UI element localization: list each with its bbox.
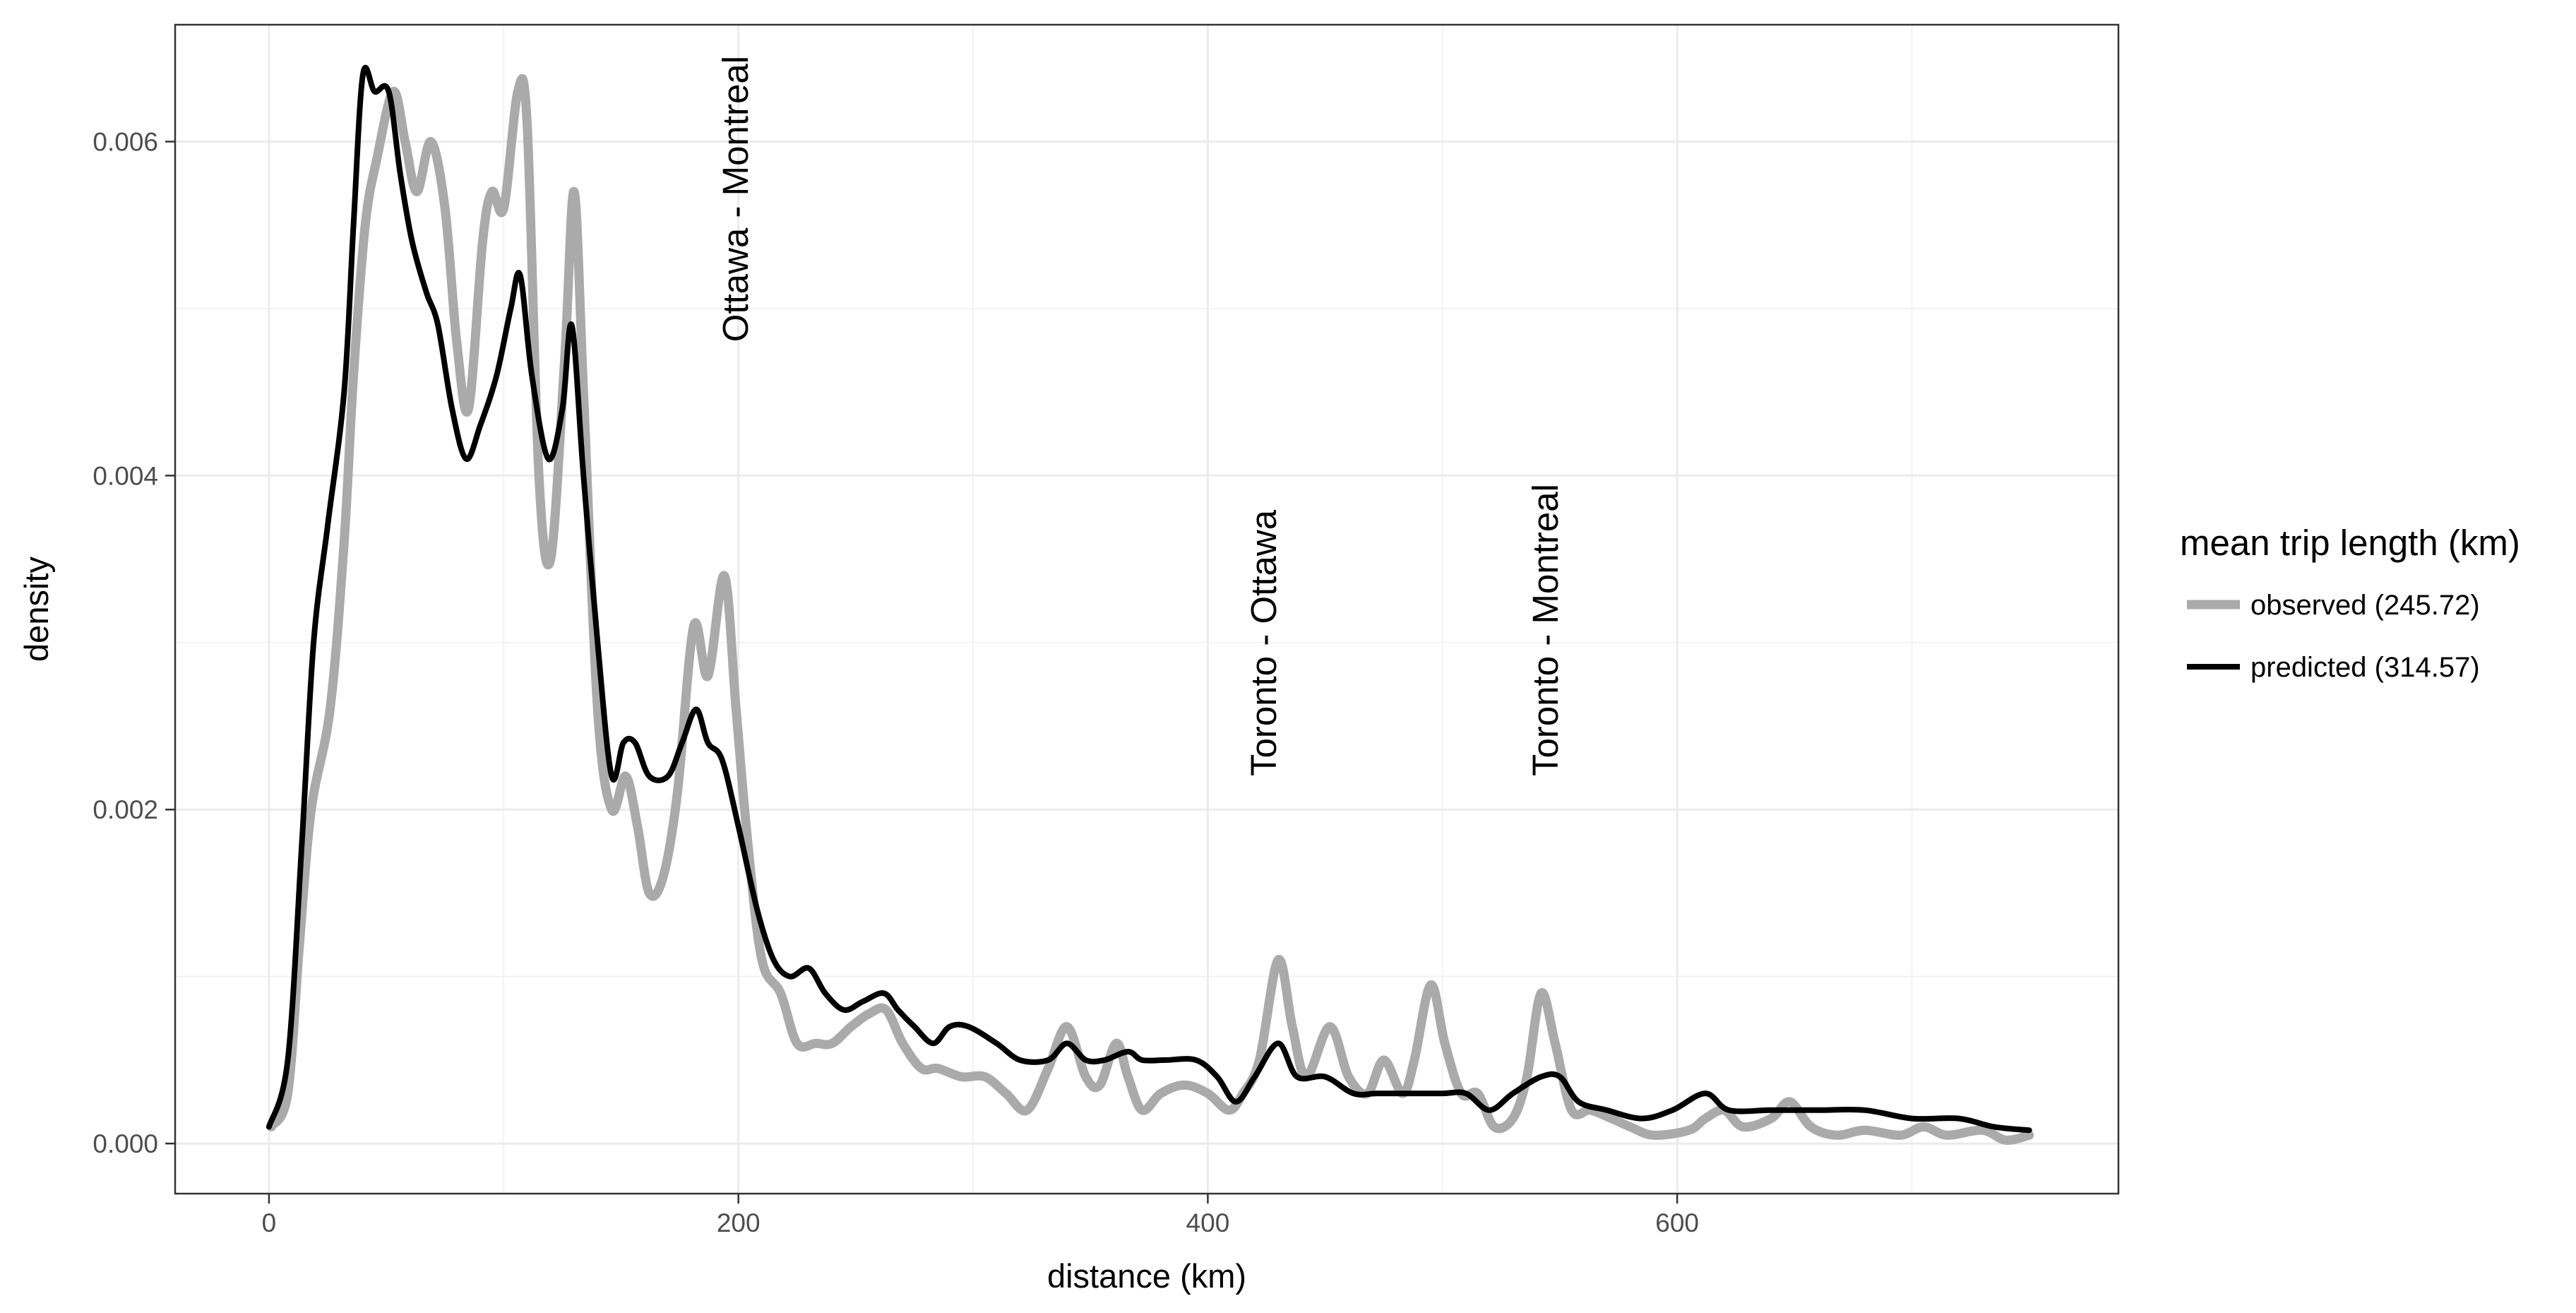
series-layer (266, 64, 2034, 1145)
series-line-1 (266, 64, 2032, 1134)
x-tick-label-3: 600 (1655, 1208, 1699, 1237)
x-tick-label-2: 400 (1186, 1208, 1230, 1237)
series-line-0 (266, 73, 2034, 1145)
y-axis-title: density (18, 557, 55, 662)
x-tick-label-0: 0 (262, 1208, 277, 1237)
legend-label-0: observed (245.72) (2250, 590, 2480, 621)
y-axis: 0.000 0.002 0.004 0.006 (93, 128, 175, 1158)
annotation-1: Toronto - Ottawa (1244, 509, 1284, 776)
x-tick-label-1: 200 (717, 1208, 761, 1237)
panel-border (174, 23, 2120, 1195)
legend: mean trip length (km) observed (245.72) p… (2180, 523, 2520, 683)
annotation-2: Toronto - Montreal (1525, 484, 1566, 776)
legend-items: observed (245.72) predicted (314.57) (2187, 590, 2480, 683)
major-gridlines (175, 25, 2118, 1194)
y-tick-label-0: 0.000 (93, 1129, 158, 1158)
y-tick-label-1: 0.002 (93, 795, 158, 824)
plot-panel: Ottawa - Montreal Toronto - Ottawa Toronto… (174, 23, 2120, 1195)
annotation-0: Ottawa - Montreal (715, 56, 756, 342)
y-tick-label-2: 0.004 (93, 461, 158, 490)
y-tick-label-3: 0.006 (93, 128, 158, 157)
legend-title: mean trip length (km) (2180, 523, 2520, 563)
annotation-layer: Ottawa - Montreal Toronto - Ottawa Toronto… (715, 56, 1566, 776)
legend-label-1: predicted (314.57) (2250, 652, 2480, 683)
x-axis: 0 200 400 600 (262, 1194, 1699, 1237)
x-axis-title: distance (km) (1047, 1257, 1246, 1295)
minor-gridlines (175, 25, 2118, 1194)
